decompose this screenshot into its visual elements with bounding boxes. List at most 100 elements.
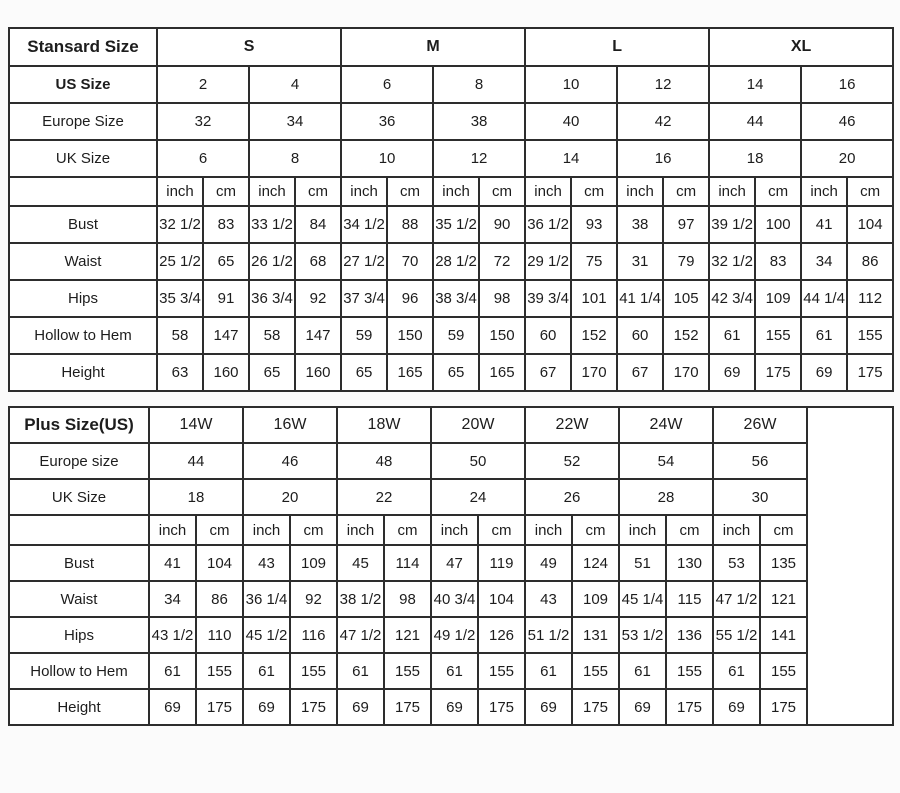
size-value-cell: 40 <box>524 102 619 141</box>
size-group-cell: XL <box>708 27 895 67</box>
size-value-cell: 54 <box>618 442 714 480</box>
measure-value-cell: 175 <box>754 353 803 392</box>
measure-value-cell: 155 <box>846 316 895 355</box>
measure-value-cell: 45 1/2 <box>242 616 291 654</box>
measure-value-cell: 69 <box>242 688 291 726</box>
size-value-cell: 10 <box>524 65 619 104</box>
measure-row: Height 63 160 65 160 65 165 65 165 67 170 67 170 69 17… <box>8 353 895 392</box>
measure-value-cell: 84 <box>293 205 343 244</box>
measure-value-cell: 112 <box>846 279 895 318</box>
measure-value-cell: 35 1/2 <box>432 205 481 244</box>
measure-value-cell: 160 <box>293 353 343 392</box>
blank-label-cell <box>8 514 150 546</box>
measure-value-cell: 147 <box>293 316 343 355</box>
measure-value-cell: 110 <box>195 616 244 654</box>
measure-value-cell: 43 1/2 <box>148 616 197 654</box>
measure-value-cell: 59 <box>340 316 389 355</box>
measure-value-cell: 41 1/4 <box>616 279 665 318</box>
unit-label-cell: inch <box>800 176 849 207</box>
measure-value-cell: 175 <box>571 688 620 726</box>
measure-value-cell: 155 <box>571 652 620 690</box>
size-value-cell: 26 <box>524 478 620 516</box>
row-label-cell: Bust <box>8 205 158 244</box>
row-label-cell: Waist <box>8 242 158 281</box>
unit-label-cell: cm <box>662 176 711 207</box>
measure-value-cell: 36 1/4 <box>242 580 291 618</box>
measure-value-cell: 83 <box>202 205 250 244</box>
corner-label: Stansard Size <box>8 27 158 67</box>
measure-value-cell: 119 <box>477 544 526 582</box>
measure-value-cell: 136 <box>665 616 714 654</box>
size-group-cell: 26W <box>712 406 808 444</box>
measure-value-cell: 98 <box>478 279 527 318</box>
size-value-cell: 38 <box>432 102 527 141</box>
measure-value-cell: 126 <box>477 616 526 654</box>
measure-value-cell: 67 <box>616 353 665 392</box>
measure-value-cell: 155 <box>289 652 338 690</box>
measure-value-cell: 150 <box>478 316 527 355</box>
size-group-cell: L <box>524 27 711 67</box>
measure-value-cell: 44 1/4 <box>800 279 849 318</box>
row-label-cell: UK Size <box>8 139 158 178</box>
unit-label-cell: cm <box>665 514 714 546</box>
measure-value-cell: 155 <box>754 316 803 355</box>
blank-label-cell <box>8 176 158 207</box>
measure-value-cell: 98 <box>383 580 432 618</box>
measure-value-cell: 175 <box>759 688 808 726</box>
size-row: Europe Size 32 34 36 38 40 42 44 46 <box>8 102 895 141</box>
row-label-cell: Europe Size <box>8 102 158 141</box>
size-value-cell: 18 <box>148 478 244 516</box>
measure-row: Hollow to Hem 61 155 61 155 61 155 61 155 61 155 61… <box>8 652 893 690</box>
measure-value-cell: 114 <box>383 544 432 582</box>
measure-value-cell: 165 <box>478 353 527 392</box>
measure-value-cell: 61 <box>800 316 849 355</box>
unit-label-cell: inch <box>618 514 667 546</box>
size-value-cell: 34 <box>247 102 343 141</box>
size-value-cell: 12 <box>432 139 527 178</box>
measure-value-cell: 170 <box>662 353 711 392</box>
measure-value-cell: 150 <box>386 316 435 355</box>
size-row: Europe size 44 46 48 50 52 54 56 <box>8 442 893 480</box>
measure-value-cell: 45 1/4 <box>618 580 667 618</box>
unit-label-cell: inch <box>432 176 481 207</box>
measure-value-cell: 35 3/4 <box>156 279 204 318</box>
size-value-cell: 42 <box>616 102 711 141</box>
measure-value-cell: 165 <box>386 353 435 392</box>
measure-value-cell: 32 1/2 <box>156 205 204 244</box>
unit-label-cell: cm <box>289 514 338 546</box>
unit-label-cell: cm <box>570 176 619 207</box>
unit-label-cell: inch <box>340 176 389 207</box>
measure-value-cell: 38 <box>616 205 665 244</box>
measure-value-cell: 101 <box>570 279 619 318</box>
unit-label-cell: inch <box>156 176 204 207</box>
measure-value-cell: 68 <box>293 242 343 281</box>
measure-value-cell: 79 <box>662 242 711 281</box>
measure-value-cell: 34 <box>800 242 849 281</box>
measure-value-cell: 41 <box>800 205 849 244</box>
measure-row: Bust 41 104 43 109 45 114 47 119 49 124 51 130 53 135 <box>8 544 893 582</box>
unit-label-cell: inch <box>336 514 385 546</box>
unit-label-cell: inch <box>616 176 665 207</box>
unit-label-cell: cm <box>293 176 343 207</box>
unit-label-cell: cm <box>478 176 527 207</box>
measure-value-cell: 47 1/2 <box>336 616 385 654</box>
size-value-cell: 56 <box>712 442 808 480</box>
measure-value-cell: 69 <box>708 353 757 392</box>
measure-value-cell: 175 <box>477 688 526 726</box>
row-label-cell: Bust <box>8 544 150 582</box>
size-row: UK Size 6 8 10 12 14 16 18 20 <box>8 139 895 178</box>
measure-value-cell: 61 <box>242 652 291 690</box>
unit-label-cell: cm <box>386 176 435 207</box>
measure-value-cell: 36 1/2 <box>524 205 573 244</box>
size-value-cell: 44 <box>708 102 803 141</box>
standard-size-table: Stansard Size S M L XL US Size 2 4 6 8 10 12 14 16 Eur… <box>8 27 895 392</box>
measure-value-cell: 90 <box>478 205 527 244</box>
size-group-cell: 24W <box>618 406 714 444</box>
unit-label-cell: inch <box>524 176 573 207</box>
unit-label-cell: cm <box>383 514 432 546</box>
measure-value-cell: 60 <box>616 316 665 355</box>
measure-value-cell: 63 <box>156 353 204 392</box>
unit-row: inch cm inch cm inch cm inch cm inch cm inch cm inch… <box>8 514 893 546</box>
measure-value-cell: 69 <box>148 688 197 726</box>
size-value-cell: 6 <box>340 65 435 104</box>
